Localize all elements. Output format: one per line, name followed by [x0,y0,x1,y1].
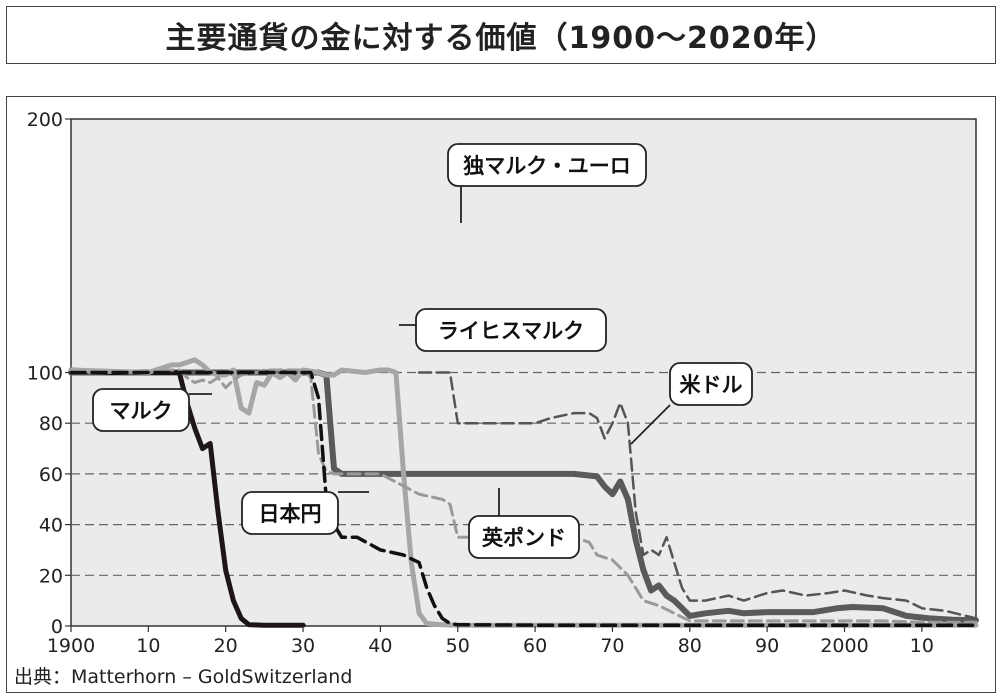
callout-box-dm_euro [447,143,647,187]
callout-box-yen [241,491,339,535]
callout-box-reichsmark [415,308,607,352]
series-layer [68,357,979,628]
axis-layer: 1900 10 20 30 40 50 60 70 80 90 2000 10020406080100… [27,109,934,657]
chart-frame: 1900 10 20 30 40 50 60 70 80 90 2000 10 0 20 40 60 80 100… [6,96,996,693]
y-tick-label-100: 100 [27,363,63,385]
callout-label-mark: マルク [110,399,173,423]
x-tick-label-1910: 10 [136,635,160,657]
callout-box-pound [468,515,580,559]
chart-title: 主要通貨の金に対する価値（1900〜2020年） [165,21,837,56]
y-tick-label-200: 200 [27,109,63,131]
callout-yen: 日本円 [241,491,369,535]
x-tick-label-2000: 2000 [820,635,868,657]
callout-box-us_dollar [669,362,753,406]
gold-value-line-chart: 1900 10 20 30 40 50 60 70 80 90 2000 10020406080100… [27,109,979,657]
callout-box-mark [92,388,190,432]
callout-label-dm_euro: 独マルク・ユーロ [463,154,631,178]
y-tick-label-40: 40 [39,515,63,537]
x-tick-label-1990: 90 [755,635,779,657]
callout-us_dollar: 米ドル [630,362,753,445]
title-box: 主要通貨の金に対する価値（1900〜2020年） [6,6,996,64]
y-tick-label-80: 80 [39,413,63,435]
callout-label-reichsmark: ライヒスマルク [438,319,584,343]
callout-pound: 英ポンド [468,488,580,559]
callout-dm_euro: 独マルク・ユーロ [447,143,647,223]
x-tick-label-1920: 20 [214,635,238,657]
callout-label-pound: 英ポンド [482,526,566,550]
series-line-reichsmark [68,357,979,628]
x-tick-label-1960: 60 [523,635,547,657]
series-line-dm_euro [417,371,978,620]
series-line-yen [69,370,978,627]
y-tick-label-0: 0 [51,616,63,638]
series-line-pound [69,368,978,624]
x-tick-label-1980: 80 [678,635,702,657]
callout-leader-us_dollar [630,404,671,445]
x-tick-label-1950: 50 [446,635,470,657]
x-tick-label-1900: 1900 [47,635,95,657]
x-tick-label-1930: 30 [291,635,315,657]
callout-label-yen: 日本円 [259,502,322,526]
y-tick-label-60: 60 [39,464,63,486]
y-tick-label-20: 20 [39,565,63,587]
callout-label-us_dollar: 米ドル [680,373,743,397]
x-tick-label-2010: 10 [910,635,934,657]
callout-mark: マルク [92,388,212,432]
callout-reichsmark: ライヒスマルク [399,308,607,352]
source-note: 出典：Matterhorn – GoldSwitzerland [14,666,353,688]
x-tick-label-1970: 70 [600,635,624,657]
x-tick-label-1940: 40 [368,635,392,657]
